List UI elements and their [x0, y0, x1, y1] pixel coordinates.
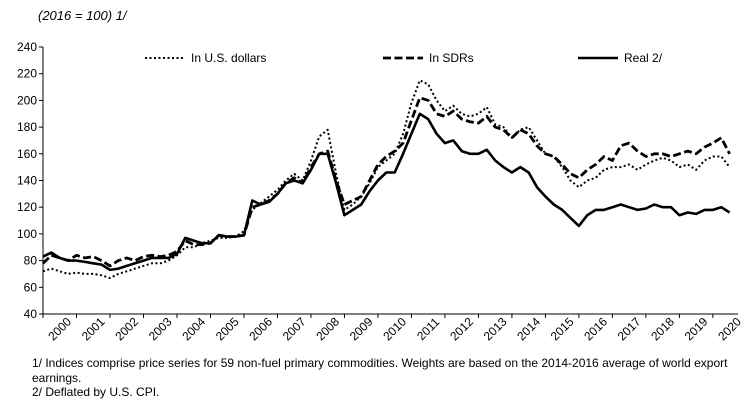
legend-label-1: In U.S. dollars	[191, 51, 266, 65]
x-tick-label: 2016	[581, 314, 610, 343]
series-line-1	[42, 79, 731, 279]
y-tick-label: 100	[17, 227, 37, 241]
x-tick-label: 2019	[682, 314, 711, 343]
series-line-3	[42, 112, 731, 272]
legend-label-2: In SDRs	[429, 51, 474, 65]
x-tick-label: 2000	[45, 314, 74, 343]
y-tick-label: 80	[24, 254, 38, 268]
x-tick-label: 2010	[380, 314, 409, 343]
y-tick-label: 220	[17, 67, 37, 81]
legend: In U.S. dollars In SDRs Real 2/	[145, 51, 663, 65]
x-tick-label: 2017	[615, 314, 644, 343]
y-tick-label: 120	[17, 200, 37, 214]
x-tick-label: 2006	[246, 314, 275, 343]
x-tick-label: 2004	[179, 314, 208, 343]
x-tick-label: 2001	[79, 314, 108, 343]
series-lines	[42, 79, 731, 279]
x-tick-label: 2011	[414, 315, 442, 343]
legend-label-3: Real 2/	[624, 51, 663, 65]
footnotes: 1/ Indices comprise price series for 59 …	[32, 356, 737, 400]
y-tick-label: 160	[17, 147, 37, 161]
x-tick-label: 2005	[213, 314, 242, 343]
y-tick-label: 200	[17, 93, 37, 107]
y-axis-unit-label: (2016 = 100) 1/	[38, 8, 127, 23]
x-tick-label: 2018	[648, 314, 677, 343]
x-tick-label: 2015	[548, 314, 577, 343]
x-tick-label: 2003	[146, 314, 175, 343]
footnote-1: 1/ Indices comprise price series for 59 …	[32, 356, 728, 385]
x-tick-label: 2013	[481, 314, 510, 343]
y-tick-label: 60	[24, 280, 38, 294]
x-tick-label: 2009	[347, 314, 376, 343]
y-tick-label: 180	[17, 120, 37, 134]
footnote-2: 2/ Deflated by U.S. CPI.	[32, 385, 160, 399]
x-tick-label: 2002	[112, 314, 141, 343]
y-tick-label: 40	[24, 307, 38, 321]
x-tick-label: 2012	[447, 314, 476, 343]
x-tick-label: 2008	[313, 314, 342, 343]
x-tick-label: 2020	[715, 314, 744, 343]
y-tick-label: 240	[17, 40, 37, 54]
y-tick-label: 140	[17, 174, 37, 188]
series-line-2	[42, 96, 731, 268]
x-tick-label: 2007	[280, 314, 309, 343]
x-tick-label: 2014	[514, 314, 543, 343]
